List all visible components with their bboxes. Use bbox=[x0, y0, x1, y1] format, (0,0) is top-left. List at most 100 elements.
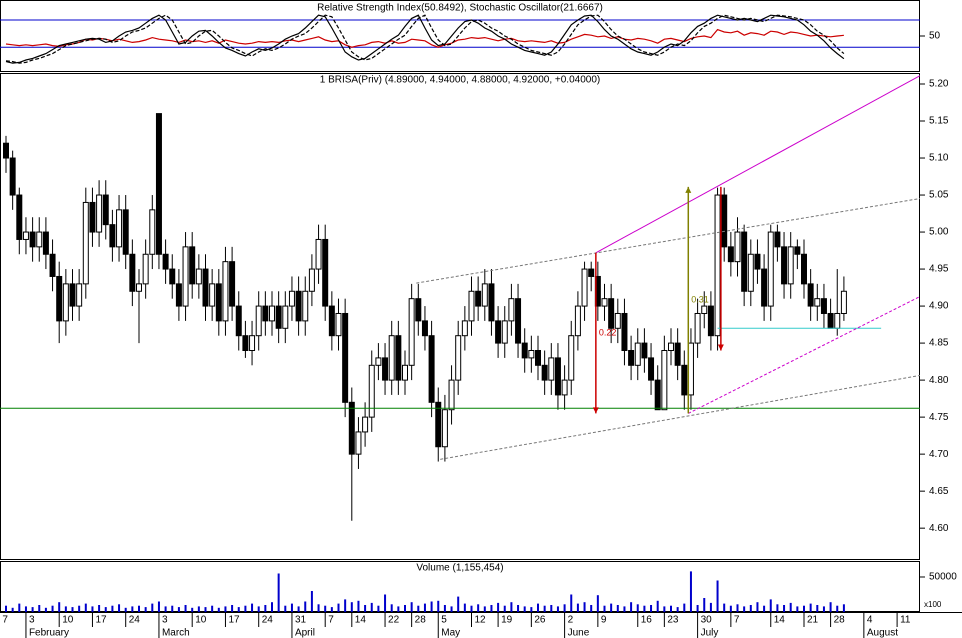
volume-bar bbox=[138, 605, 140, 612]
candle-body bbox=[840, 290, 847, 314]
candle-body bbox=[554, 357, 561, 396]
volume-bar bbox=[443, 604, 446, 612]
candle-body bbox=[787, 246, 794, 285]
candle-body bbox=[342, 312, 349, 403]
volume-panel-frame bbox=[0, 561, 920, 612]
volume-bar bbox=[636, 604, 639, 612]
candle-body bbox=[701, 305, 708, 314]
candle-body bbox=[3, 142, 9, 159]
candle-body bbox=[408, 298, 415, 366]
candle-body bbox=[328, 305, 335, 337]
volume-bar bbox=[84, 603, 87, 612]
month-label: July bbox=[701, 628, 719, 638]
volume-bar bbox=[417, 605, 420, 612]
candle-body bbox=[242, 335, 249, 351]
volume-bar bbox=[51, 605, 54, 612]
x-tick-label: 3 bbox=[162, 615, 168, 626]
candle-body bbox=[355, 431, 362, 455]
volume-bar bbox=[364, 604, 367, 612]
x-tick-label: 7 bbox=[2, 615, 8, 626]
month-label: February bbox=[29, 628, 69, 638]
candle-body bbox=[807, 283, 814, 307]
volume-bar bbox=[337, 603, 340, 612]
volume-bar bbox=[783, 604, 786, 612]
volume-bar bbox=[490, 604, 493, 612]
volume-bar bbox=[177, 607, 180, 612]
x-tick-label: 16 bbox=[641, 615, 653, 626]
volume-bar bbox=[723, 603, 726, 612]
y-tick-label: 4.90 bbox=[929, 301, 949, 312]
trendline bbox=[440, 374, 920, 460]
candle-body bbox=[255, 305, 262, 337]
candle-body bbox=[96, 194, 103, 233]
candle-body bbox=[621, 312, 628, 351]
candle-body bbox=[661, 349, 668, 411]
indicator-line bbox=[5, 14, 845, 64]
x-tick-label: 28 bbox=[834, 615, 846, 626]
candle-body bbox=[122, 209, 129, 255]
x-tick-label: 11 bbox=[900, 615, 911, 626]
volume-bar bbox=[576, 603, 579, 612]
volume-bar bbox=[5, 605, 7, 612]
volume-bar bbox=[829, 602, 832, 612]
rsi-title: Relative Strength Index(50.8492), Stocha… bbox=[317, 3, 603, 14]
candle-body bbox=[601, 298, 608, 307]
volume-bar bbox=[31, 607, 34, 612]
volume-bar bbox=[330, 607, 333, 612]
volume-bar bbox=[404, 604, 406, 612]
candle-body bbox=[421, 320, 428, 337]
candle-body bbox=[202, 268, 209, 307]
candle-body bbox=[674, 342, 681, 366]
candle-body bbox=[29, 231, 36, 248]
volume-bar bbox=[716, 580, 719, 612]
candle-body bbox=[468, 290, 475, 322]
candle-body bbox=[335, 312, 342, 337]
x-tick-label: 24 bbox=[262, 615, 274, 626]
x-tick-label: 10 bbox=[195, 615, 207, 626]
x-tick-label: 28 bbox=[415, 615, 427, 626]
volume-bar bbox=[324, 605, 327, 612]
panel-plot bbox=[5, 571, 845, 612]
candle-body bbox=[801, 253, 807, 285]
measure-label: 0.31 bbox=[691, 295, 709, 305]
volume-bar bbox=[463, 603, 466, 612]
volume-bar bbox=[91, 606, 94, 612]
candle-body bbox=[568, 335, 575, 381]
volume-bar bbox=[304, 601, 307, 612]
volume-bar bbox=[151, 603, 154, 612]
volume-bar bbox=[470, 605, 473, 612]
candle-body bbox=[541, 364, 548, 381]
volume-bar bbox=[377, 605, 380, 612]
candle-body bbox=[189, 246, 196, 285]
volume-bar bbox=[357, 600, 360, 612]
month-label: May bbox=[441, 628, 460, 638]
candle-body bbox=[774, 231, 781, 248]
candle-body bbox=[628, 349, 635, 366]
volume-bar bbox=[164, 606, 167, 612]
candle-body bbox=[641, 342, 648, 359]
candle-body bbox=[488, 283, 495, 322]
candle-body bbox=[295, 290, 302, 322]
candle-body bbox=[275, 305, 282, 329]
volume-bar bbox=[556, 606, 559, 612]
volume-bar bbox=[736, 604, 739, 612]
volume-bar bbox=[590, 604, 593, 612]
candle-body bbox=[734, 231, 741, 263]
y-tick-label: 4.80 bbox=[929, 375, 949, 386]
y-tick-label: 50 bbox=[929, 31, 941, 42]
candle-body bbox=[162, 253, 169, 270]
x-tick-label: 22 bbox=[388, 615, 400, 626]
trendline bbox=[416, 198, 920, 284]
volume-bar bbox=[789, 602, 792, 612]
x-tick-label: 23 bbox=[667, 615, 679, 626]
candle-body bbox=[608, 298, 615, 329]
candle-body bbox=[169, 268, 176, 285]
volume-bar bbox=[423, 603, 426, 612]
panel-plot: 0.22 0.31 bbox=[0, 75, 920, 521]
x-tick-label: 14 bbox=[774, 615, 786, 626]
volume-bar bbox=[683, 603, 686, 612]
volume-bar bbox=[583, 602, 586, 612]
candle-body bbox=[109, 224, 116, 248]
candle-body bbox=[634, 342, 641, 366]
volume-bar bbox=[603, 605, 606, 612]
